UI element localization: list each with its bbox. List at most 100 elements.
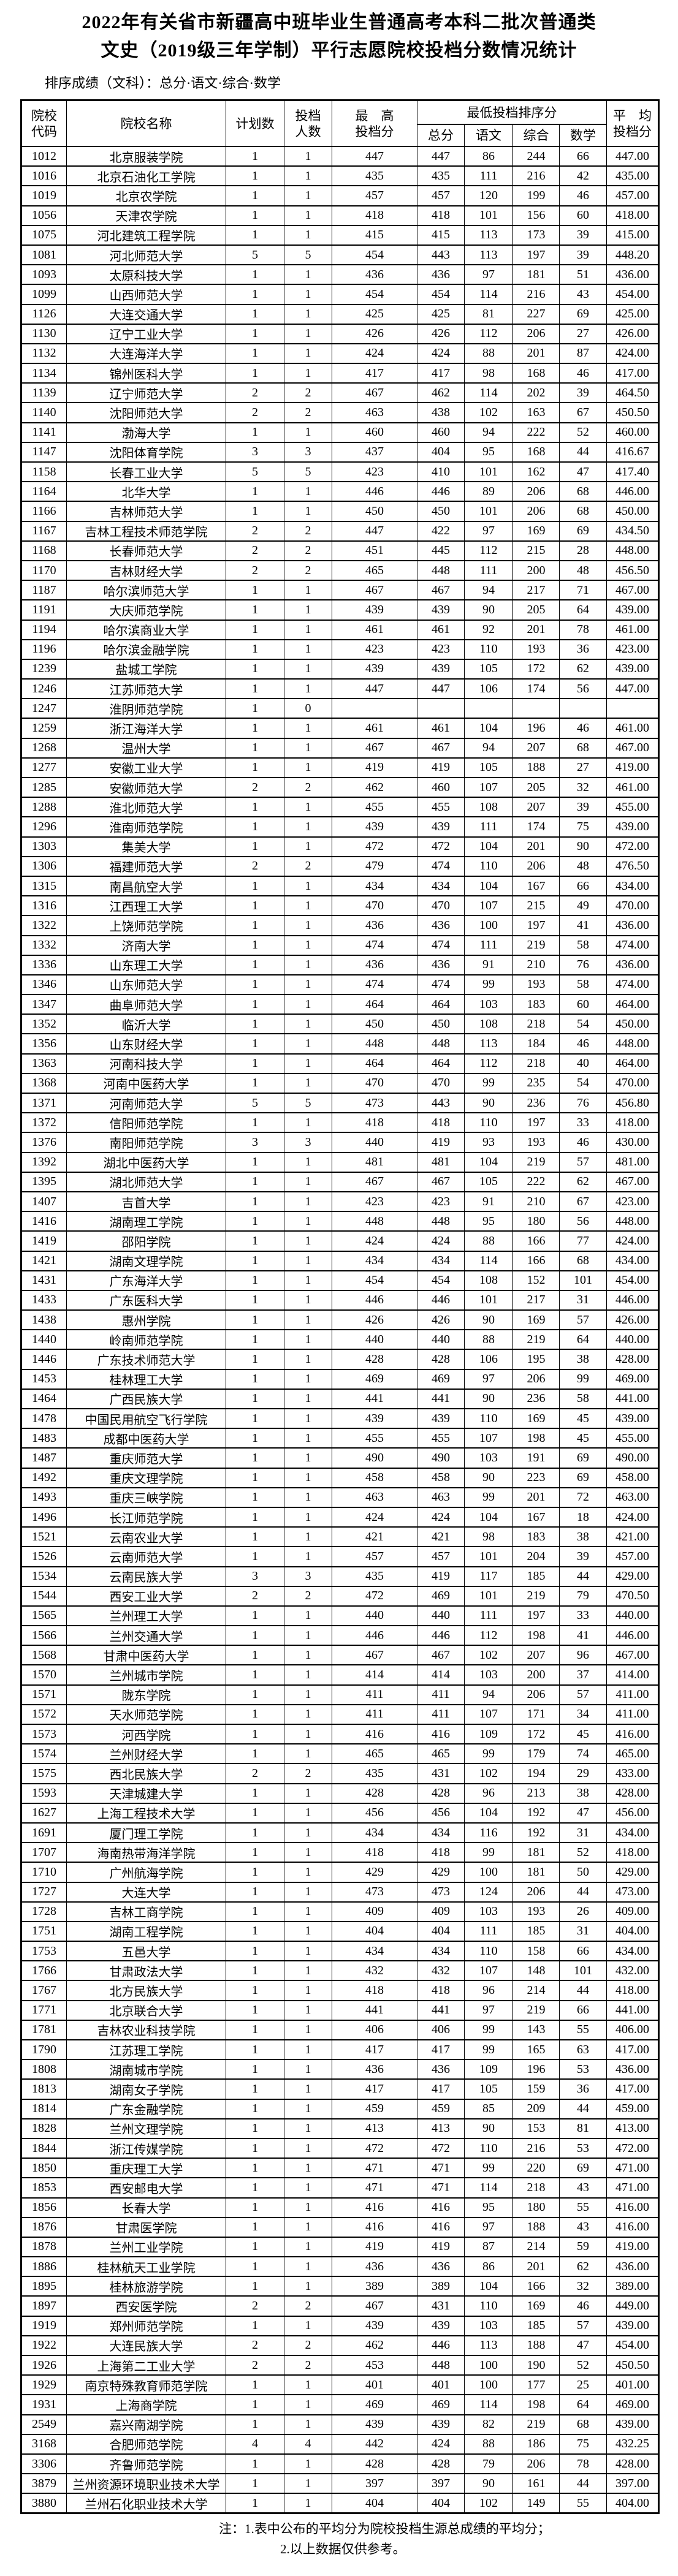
cell-min-chinese: 101 (464, 205, 513, 226)
cell-min-comprehensive: 161 (512, 2473, 560, 2495)
cell-code: 1093 (21, 264, 67, 286)
cell-name: 北京石油化工学院 (66, 165, 226, 187)
cell-min-math: 58 (559, 974, 607, 996)
cell-avg-score: 490.00 (606, 1447, 659, 1469)
cell-code: 1285 (21, 776, 67, 798)
table-row: 1346 山东师范大学 1 1 474 474 99 193 58 474.00 (21, 974, 659, 996)
table-row: 1526 云南师范大学 1 1 457 457 101 204 39 457.00 (21, 1546, 659, 1567)
cell-cast-count: 1 (284, 2256, 332, 2278)
cell-plan-count: 1 (226, 145, 284, 167)
cell-name: 山东理工大学 (66, 954, 226, 975)
cell-code: 1753 (21, 1941, 67, 1962)
cell-plan-count: 1 (226, 2177, 284, 2199)
cell-avg-score: 456.00 (606, 1802, 659, 1824)
cell-min-comprehensive: 210 (512, 954, 560, 975)
cell-max-score: 467 (332, 1645, 417, 1666)
cell-avg-score: 434.00 (606, 1822, 659, 1844)
cell-min-total: 435 (417, 165, 465, 187)
cell-min-math: 42 (559, 165, 607, 187)
cell-avg-score: 450.50 (606, 2354, 659, 2376)
cell-min-chinese: 106 (464, 1349, 513, 1370)
cell-max-score: 461 (332, 619, 417, 640)
cell-name: 哈尔滨商业大学 (66, 619, 226, 640)
cell-code: 1814 (21, 2098, 67, 2120)
cell-plan-count: 1 (226, 1151, 284, 1173)
cell-name: 西安邮电大学 (66, 2177, 226, 2199)
cell-cast-count: 5 (284, 461, 332, 483)
cell-cast-count: 2 (284, 2354, 332, 2376)
cell-avg-score: 433.00 (606, 1763, 659, 1784)
cell-cast-count: 1 (284, 1901, 332, 1922)
cell-name: 集美大学 (66, 836, 226, 857)
cell-min-chinese: 107 (464, 1428, 513, 1449)
cell-min-total: 454 (417, 284, 465, 305)
cell-code: 1751 (21, 1920, 67, 1942)
cell-code: 1168 (21, 540, 67, 561)
table-row: 1453 桂林理工大学 1 1 469 469 97 206 99 469.00 (21, 1368, 659, 1390)
cell-min-math: 32 (559, 2276, 607, 2297)
cell-min-chinese: 103 (464, 994, 513, 1015)
cell-name: 甘肃医学院 (66, 2216, 226, 2238)
cell-min-comprehensive: 166 (512, 1250, 560, 1271)
cell-code: 1710 (21, 1862, 67, 1883)
cell-min-math: 38 (559, 1782, 607, 1804)
cell-min-math: 66 (559, 1941, 607, 1962)
table-row: 1139 辽宁师范大学 2 2 467 462 114 202 39 464.50 (21, 382, 659, 404)
cell-min-math (559, 698, 607, 719)
cell-max-score: 474 (332, 934, 417, 956)
table-row: 1753 五邑大学 1 1 434 434 110 158 66 434.00 (21, 1941, 659, 1962)
cell-code: 1356 (21, 1033, 67, 1055)
cell-min-chinese: 120 (464, 185, 513, 206)
cell-min-total: 436 (417, 264, 465, 286)
cell-avg-score: 418.00 (606, 1980, 659, 2001)
cell-avg-score: 436.00 (606, 915, 659, 936)
cell-min-chinese: 104 (464, 836, 513, 857)
cell-code: 1132 (21, 343, 67, 365)
cell-min-chinese: 90 (464, 1309, 513, 1331)
cell-avg-score: 423.00 (606, 638, 659, 660)
cell-cast-count: 1 (284, 1920, 332, 1942)
cell-min-total: 467 (417, 737, 465, 759)
cell-min-comprehensive: 206 (512, 855, 560, 877)
cell-max-score: 436 (332, 2059, 417, 2080)
cell-min-comprehensive: 198 (512, 2394, 560, 2415)
cell-plan-count: 1 (226, 836, 284, 857)
cell-min-total: 432 (417, 1960, 465, 1982)
cell-name: 齐鲁师范学院 (66, 2453, 226, 2475)
cell-min-chinese: 110 (464, 1112, 513, 1134)
cell-min-total: 425 (417, 303, 465, 325)
cell-min-comprehensive: 193 (512, 1901, 560, 1922)
cell-cast-count: 1 (284, 2177, 332, 2199)
cell-plan-count: 1 (226, 1645, 284, 1666)
cell-code: 3879 (21, 2473, 67, 2495)
cell-plan-count: 1 (226, 1329, 284, 1351)
cell-plan-count: 1 (226, 165, 284, 187)
cell-max-score: 397 (332, 2473, 417, 2495)
table-row: 1573 河西学院 1 1 416 416 109 172 45 416.00 (21, 1723, 659, 1745)
table-row: 1368 河南中医药大学 1 1 470 470 99 235 54 470.00 (21, 1072, 659, 1094)
table-row: 1363 河南科技大学 1 1 464 464 112 218 40 464.00 (21, 1053, 659, 1074)
cell-cast-count: 1 (284, 1842, 332, 1863)
cell-name: 沈阳师范大学 (66, 402, 226, 423)
cell-avg-score: 404.00 (606, 1920, 659, 1942)
cell-max-score: 455 (332, 1428, 417, 1449)
cell-plan-count: 1 (226, 797, 284, 818)
cell-min-chinese: 95 (464, 441, 513, 463)
cell-min-comprehensive: 169 (512, 1407, 560, 1430)
cell-min-chinese: 98 (464, 1526, 513, 1548)
cell-cast-count: 1 (284, 1862, 332, 1883)
cell-min-comprehensive: 201 (512, 1487, 560, 1508)
cell-min-total: 424 (417, 1506, 465, 1528)
cell-plan-count: 1 (226, 1960, 284, 1982)
cell-cast-count: 5 (284, 244, 332, 266)
table-row: 1433 广东医科大学 1 1 446 446 101 217 31 446.00 (21, 1289, 659, 1311)
cell-code: 1140 (21, 402, 67, 423)
cell-plan-count: 2 (226, 559, 284, 581)
table-row: 1019 北京农学院 1 1 457 457 120 199 46 457.00 (21, 185, 659, 206)
cell-code: 1544 (21, 1585, 67, 1607)
cell-avg-score: 469.00 (606, 1368, 659, 1390)
cell-name: 岭南师范学院 (66, 1329, 226, 1351)
cell-code: 1767 (21, 1980, 67, 2001)
cell-name: 重庆师范大学 (66, 1447, 226, 1469)
cell-min-comprehensive: 181 (512, 1862, 560, 1883)
